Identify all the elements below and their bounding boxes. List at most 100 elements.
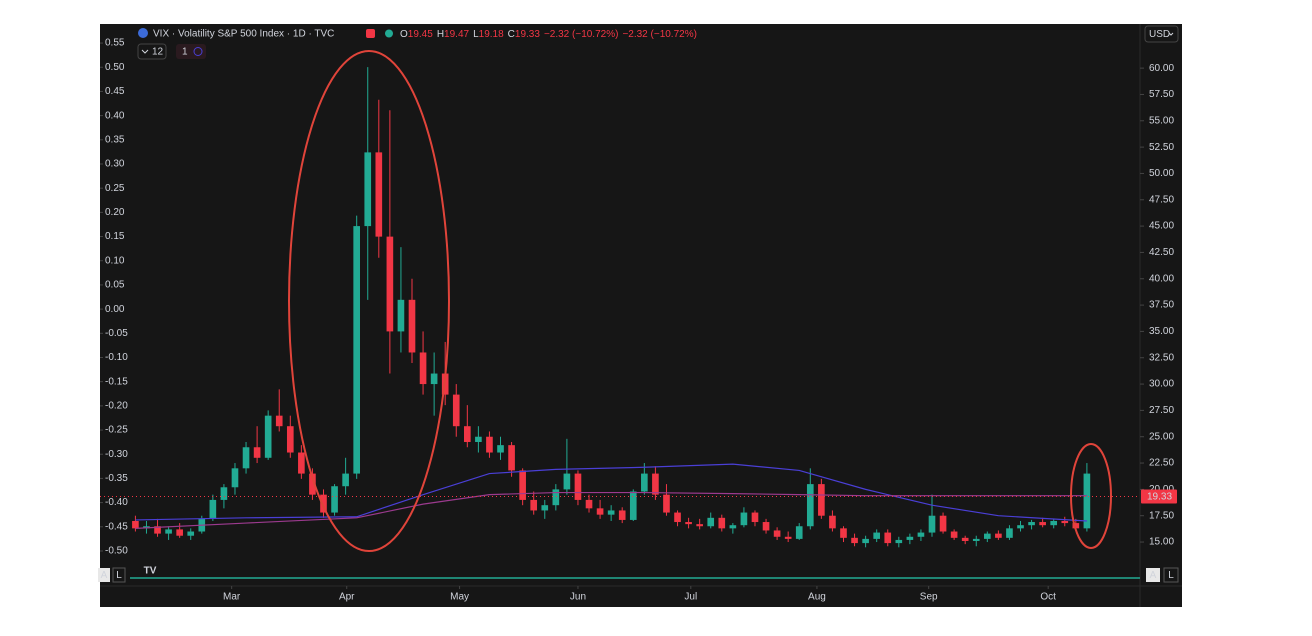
y-tick-label: 42.50 — [1149, 247, 1174, 258]
legend-label: H — [437, 29, 444, 40]
y-tick-label: 50.00 — [1149, 168, 1174, 179]
y2-tick-label: -0.15 — [105, 376, 128, 387]
legend-label: L — [473, 29, 479, 40]
candle-body — [275, 415, 283, 427]
candle-body — [707, 517, 715, 527]
candle-body — [242, 447, 250, 469]
candle-body — [187, 531, 195, 536]
candle-body — [464, 426, 471, 442]
candle-body — [641, 473, 648, 492]
candle-body — [972, 538, 980, 541]
x-tick-label: Jun — [570, 592, 586, 603]
status-icon — [366, 29, 375, 38]
x-tick-label: Apr — [339, 592, 355, 603]
y-tick-label: 37.50 — [1149, 300, 1174, 311]
candle-body — [419, 352, 427, 385]
y-tick-label: 35.00 — [1149, 326, 1174, 337]
legend-value: 19.18 — [479, 29, 504, 40]
candle-body — [1072, 523, 1080, 529]
legend-label: O — [400, 29, 408, 40]
candle-body — [375, 152, 383, 237]
plot — [100, 67, 1140, 548]
y2-tick-label: -0.30 — [105, 449, 128, 460]
x-tick-label: Oct — [1040, 592, 1056, 603]
y2-tick-label: -0.35 — [105, 473, 128, 484]
legend-change: −2.32 (−10.72%) — [544, 29, 619, 40]
candle-body — [773, 530, 781, 537]
candle-body — [264, 415, 272, 458]
candle-body — [342, 473, 349, 487]
x-tick-label: May — [450, 592, 469, 603]
candle-body — [585, 499, 593, 509]
auto-button[interactable] — [98, 568, 110, 582]
candle-body — [386, 236, 394, 332]
candle-body — [552, 489, 560, 506]
y-tick-label: 47.50 — [1149, 194, 1174, 205]
candle-body — [696, 524, 703, 527]
y2-tick-label: 0.20 — [105, 207, 125, 218]
y2-tick-label: -0.50 — [105, 546, 128, 557]
highlight-ellipse — [1070, 443, 1112, 549]
y-tick-label: 57.50 — [1149, 89, 1174, 100]
candle-body — [397, 299, 405, 332]
candle-body — [364, 152, 372, 227]
moving-average-line — [135, 463, 1087, 522]
y2-tick-label: 0.15 — [105, 231, 125, 242]
log-button[interactable] — [1163, 567, 1179, 583]
candle-body — [154, 526, 161, 534]
y-tick-label: 25.00 — [1149, 431, 1174, 442]
logo[interactable]: TV — [144, 566, 157, 577]
candle-body — [806, 484, 814, 527]
log-label: L — [1168, 570, 1174, 581]
interval-count[interactable]: 12 — [152, 47, 164, 58]
candle-body — [574, 473, 582, 500]
auto-label: A — [101, 570, 108, 581]
y2-tick-label: -0.25 — [105, 425, 128, 436]
candle-body — [718, 517, 726, 529]
y-tick-label: 55.00 — [1149, 115, 1174, 126]
candle-body — [740, 512, 748, 526]
candle-body — [176, 529, 183, 536]
y2-tick-label: 0.35 — [105, 134, 125, 145]
candle-body — [563, 473, 571, 490]
candle-body — [950, 531, 958, 538]
candle-body — [685, 522, 692, 525]
x-tick-label: Aug — [808, 592, 826, 603]
y2-tick-label: 0.50 — [105, 62, 125, 73]
auto-button[interactable] — [1146, 568, 1160, 582]
currency-label: USD — [1149, 29, 1170, 40]
candle-body — [652, 473, 659, 495]
log-label: L — [116, 570, 122, 581]
candle-body — [629, 491, 637, 520]
candle-body — [486, 436, 493, 453]
currency-button[interactable] — [1144, 25, 1179, 43]
symbol-title: VIX · Volatility S&P 500 Index · 1D · TV… — [153, 29, 334, 40]
highlight-ellipse — [288, 50, 450, 552]
y-tick-label: 60.00 — [1149, 63, 1174, 74]
y2-tick-label: 0.40 — [105, 110, 125, 121]
candle-body — [674, 512, 681, 523]
log-button[interactable] — [112, 567, 126, 583]
candle-body — [530, 499, 538, 511]
candle-body — [995, 533, 1002, 538]
y-tick-label: 27.50 — [1149, 405, 1174, 416]
candle-body — [519, 470, 526, 500]
flag-icon — [138, 28, 148, 38]
candle-body — [829, 515, 836, 529]
candle-body — [873, 532, 880, 539]
candle-body — [818, 484, 825, 516]
candle-body — [784, 536, 792, 539]
candle-body — [663, 494, 670, 513]
y-tick-label: 22.50 — [1149, 458, 1174, 469]
candle-body — [1039, 522, 1046, 526]
collapse-button[interactable] — [137, 43, 167, 60]
y2-tick-label: 0.45 — [105, 86, 125, 97]
candle-body — [618, 510, 626, 520]
candle-body — [984, 533, 991, 539]
candle-body — [165, 529, 172, 534]
y-tick-label: 30.00 — [1149, 379, 1174, 390]
x-tick-label: Sep — [920, 592, 938, 603]
candle-body — [1017, 525, 1024, 529]
candle-body — [762, 522, 770, 531]
